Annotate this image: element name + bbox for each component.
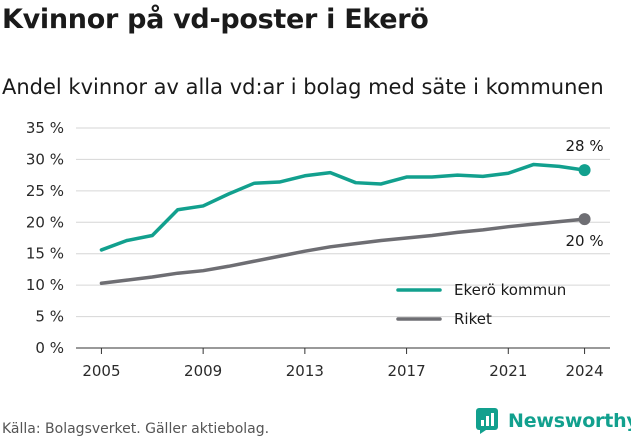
brand-name: Newsworthy — [508, 410, 631, 432]
legend-label: Ekerö kommun — [454, 281, 566, 299]
source-note: Källa: Bolagsverket. Gäller aktiebolag. — [2, 421, 270, 437]
series-end-label: 20 % — [566, 232, 604, 250]
y-tick-label: 30 % — [26, 150, 64, 168]
y-tick-label: 20 % — [26, 213, 64, 231]
x-tick-label: 2021 — [489, 362, 527, 380]
series-line-riket — [99, 217, 587, 286]
x-tick-label: 2024 — [565, 362, 603, 380]
x-tick-label: 2005 — [82, 362, 120, 380]
x-tick-label: 2009 — [184, 362, 222, 380]
brand-logo: Newsworthy — [476, 408, 631, 434]
chart-title: Kvinnor på vd-poster i Ekerö — [2, 4, 429, 35]
x-tick-label: 2013 — [286, 362, 324, 380]
series-end-label: 28 % — [566, 137, 604, 155]
series-lines: 28 % 20 % — [99, 137, 604, 286]
chart-subtitle: Andel kvinnor av alla vd:ar i bolag med … — [2, 75, 604, 99]
axes: 0 % 5 % 10 % 15 % 20 % 25 % 30 % 35 % 2005 2009 20… — [26, 119, 610, 380]
legend-label: Riket — [454, 310, 492, 328]
legend: Ekerö kommun Riket — [396, 281, 566, 328]
y-tick-label: 5 % — [35, 308, 64, 326]
grid-lines — [76, 127, 610, 318]
series-line-ekero — [99, 162, 587, 252]
y-tick-label: 0 % — [35, 339, 64, 357]
y-tick-label: 10 % — [26, 276, 64, 294]
y-tick-label: 35 % — [26, 119, 64, 137]
series-end-point — [578, 213, 591, 226]
y-tick-label: 15 % — [26, 245, 64, 263]
x-tick-label: 2017 — [387, 362, 425, 380]
series-end-point — [578, 164, 591, 177]
newsworthy-logo-icon — [476, 408, 498, 434]
y-tick-label: 25 % — [26, 182, 64, 200]
